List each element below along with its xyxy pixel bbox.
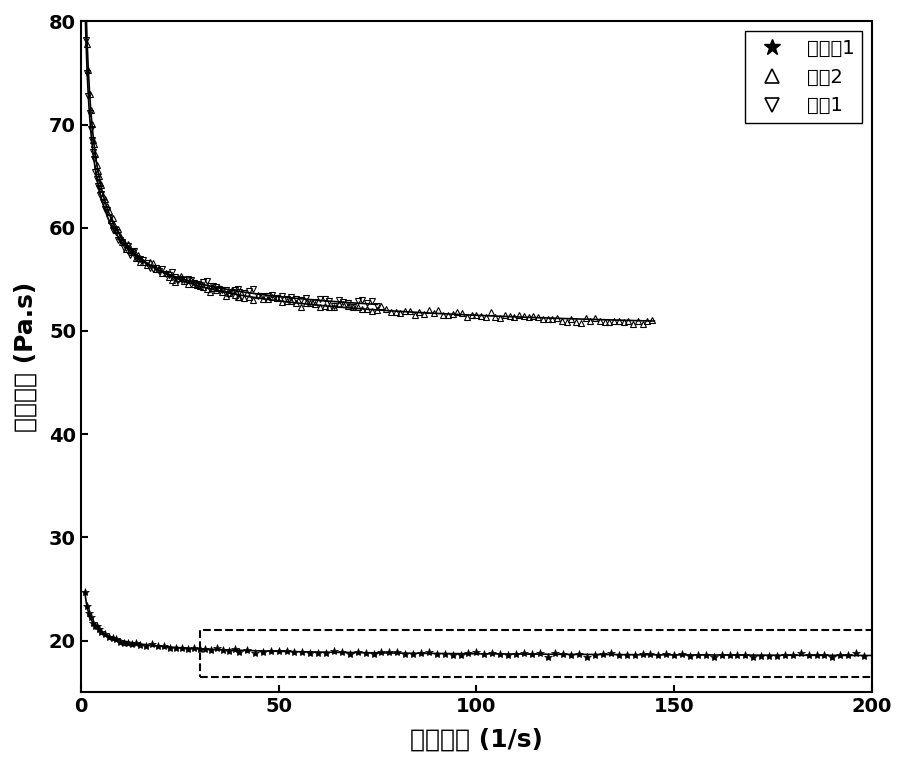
Y-axis label: 表观粘度 (Pa.s): 表观粘度 (Pa.s) [14, 282, 38, 432]
X-axis label: 剪切速率 (1/s): 剪切速率 (1/s) [410, 727, 543, 751]
Legend: 实施例1, 对比2, 对比1: 实施例1, 对比2, 对比1 [745, 31, 863, 123]
Bar [199, 630, 872, 677]
